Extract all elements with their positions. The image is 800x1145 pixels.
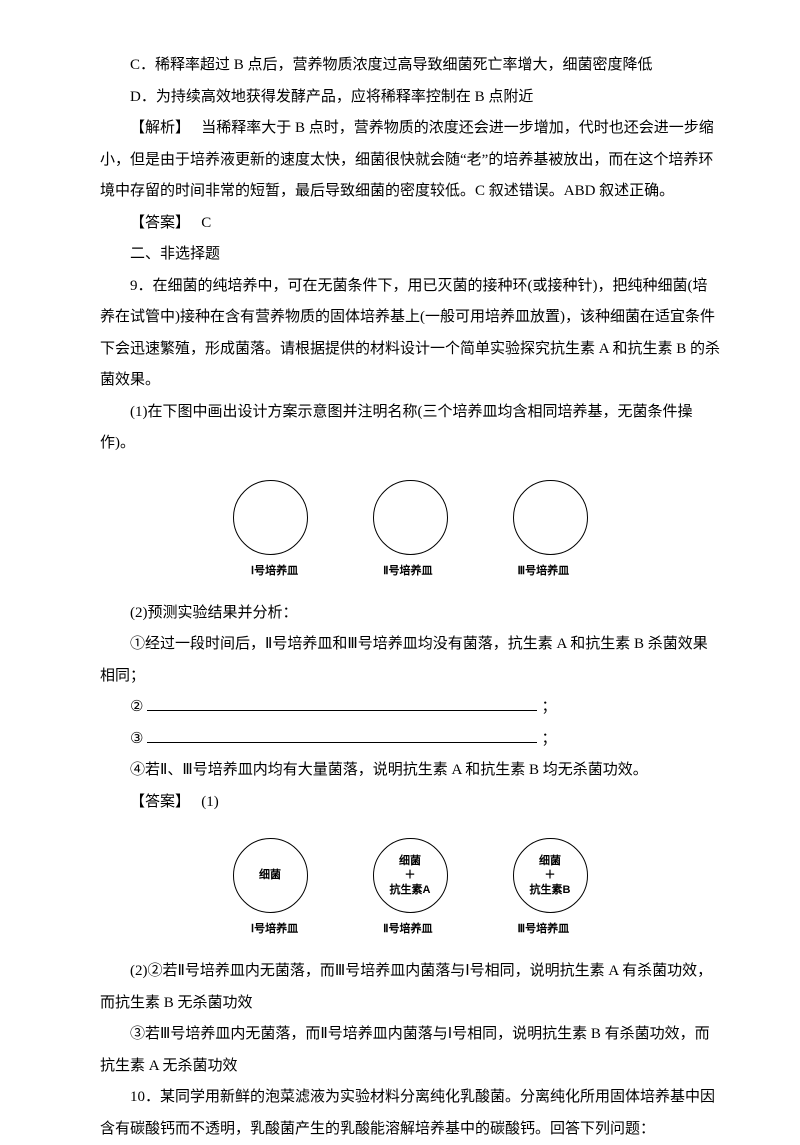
q9-item3: ③； [100,724,720,756]
ans-dish-1-text: 细菌 [259,868,281,882]
dish-3-label: Ⅲ号培养皿 [518,560,570,583]
blank-line-2 [147,697,537,711]
blank-line-3 [147,729,537,743]
section-2-heading: 二、非选择题 [100,239,720,271]
q9-item3-semi: ； [541,731,556,747]
q9-answer-label-text: 【答案】 [130,794,190,810]
q9-answer-part2-3: ③若Ⅲ号培养皿内无菌落，而Ⅱ号培养皿内菌落与Ⅰ号相同，说明抗生素 B 有杀菌功效… [100,1019,720,1082]
ans-dish-3-label: Ⅲ号培养皿 [518,918,570,941]
ans-dish-2-text-2: ＋ [405,868,416,882]
q9-item4: ④若Ⅱ、Ⅲ号培养皿内均有大量菌落，说明抗生素 A 和抗生素 B 均无杀菌功效。 [100,755,720,787]
ans-dish-3-circle: 细菌 ＋ 抗生素B [513,838,588,913]
q9-item2-semi: ； [541,699,556,715]
q9-answer-part1: (1) [201,794,219,810]
dish-3-circle [513,480,588,555]
ans-dish-3-group: 细菌 ＋ 抗生素B [513,838,588,913]
explanation-block: 【解析】 当稀释率大于 B 点时，营养物质的浓度还会进一步增加，代时也还会进一步… [100,113,720,208]
q9-item1: ①经过一段时间后，Ⅱ号培养皿和Ⅲ号培养皿均没有菌落，抗生素 A 和抗生素 B 杀… [100,629,720,692]
ans-dish-1-circle: 细菌 [233,838,308,913]
answer-value: C [201,215,211,231]
answer-block: 【答案】 C [100,208,720,240]
ans-dish-2-text-3: 抗生素A [390,883,431,897]
q9-item3-num: ③ [130,731,143,747]
explanation-text: 当稀释率大于 B 点时，营养物质的浓度还会进一步增加，代时也还会进一步缩小，但是… [100,120,714,199]
ans-dish-3-text-3: 抗生素B [530,883,571,897]
dish-3-group [513,480,588,555]
ans-dish-2-circle: 细菌 ＋ 抗生素A [373,838,448,913]
q10-stem: 10．某同学用新鲜的泡菜滤液为实验材料分离纯化乳酸菌。分离纯化所用固体培养基中因… [100,1082,720,1145]
option-d: D．为持续高效地获得发酵产品，应将稀释率控制在 B 点附近 [100,82,720,114]
dish-1-group [233,480,308,555]
ans-dish-1-label: Ⅰ号培养皿 [251,918,298,941]
ans-dish-2-label: Ⅱ号培养皿 [383,918,432,941]
dish-labels-row-answer: Ⅰ号培养皿 Ⅱ号培养皿 Ⅲ号培养皿 [100,918,720,941]
q9-answer-part2-2: (2)②若Ⅱ号培养皿内无菌落，而Ⅲ号培养皿内菌落与Ⅰ号相同，说明抗生素 A 有杀… [100,956,720,1019]
q9-answer-label: 【答案】 (1) [100,787,720,819]
ans-dish-2-text-1: 细菌 [399,854,421,868]
dish-figure-answer: 细菌 细菌 ＋ 抗生素A 细菌 ＋ 抗生素B [100,838,720,913]
q9-part1: (1)在下图中画出设计方案示意图并注明名称(三个培养皿均含相同培养基，无菌条件操… [100,397,720,460]
dish-labels-row-blank: Ⅰ号培养皿 Ⅱ号培养皿 Ⅲ号培养皿 [100,560,720,583]
ans-dish-3-text-2: ＋ [545,868,556,882]
q9-item2-num: ② [130,699,143,715]
dish-2-group [373,480,448,555]
ans-dish-1-group: 细菌 [233,838,308,913]
explanation-label: 【解析】 [130,120,190,136]
option-c: C．稀释率超过 B 点后，营养物质浓度过高导致细菌死亡率增大，细菌密度降低 [100,50,720,82]
q9-stem: 9．在细菌的纯培养中，可在无菌条件下，用已灭菌的接种环(或接种针)，把纯种细菌(… [100,271,720,397]
dish-2-circle [373,480,448,555]
dish-2-label: Ⅱ号培养皿 [383,560,432,583]
dish-figure-blank [100,480,720,555]
ans-dish-3-text-1: 细菌 [539,854,561,868]
dish-1-label: Ⅰ号培养皿 [251,560,298,583]
q9-part2: (2)预测实验结果并分析： [100,598,720,630]
q9-item2: ②； [100,692,720,724]
ans-dish-2-group: 细菌 ＋ 抗生素A [373,838,448,913]
dish-1-circle [233,480,308,555]
answer-label: 【答案】 [130,215,190,231]
